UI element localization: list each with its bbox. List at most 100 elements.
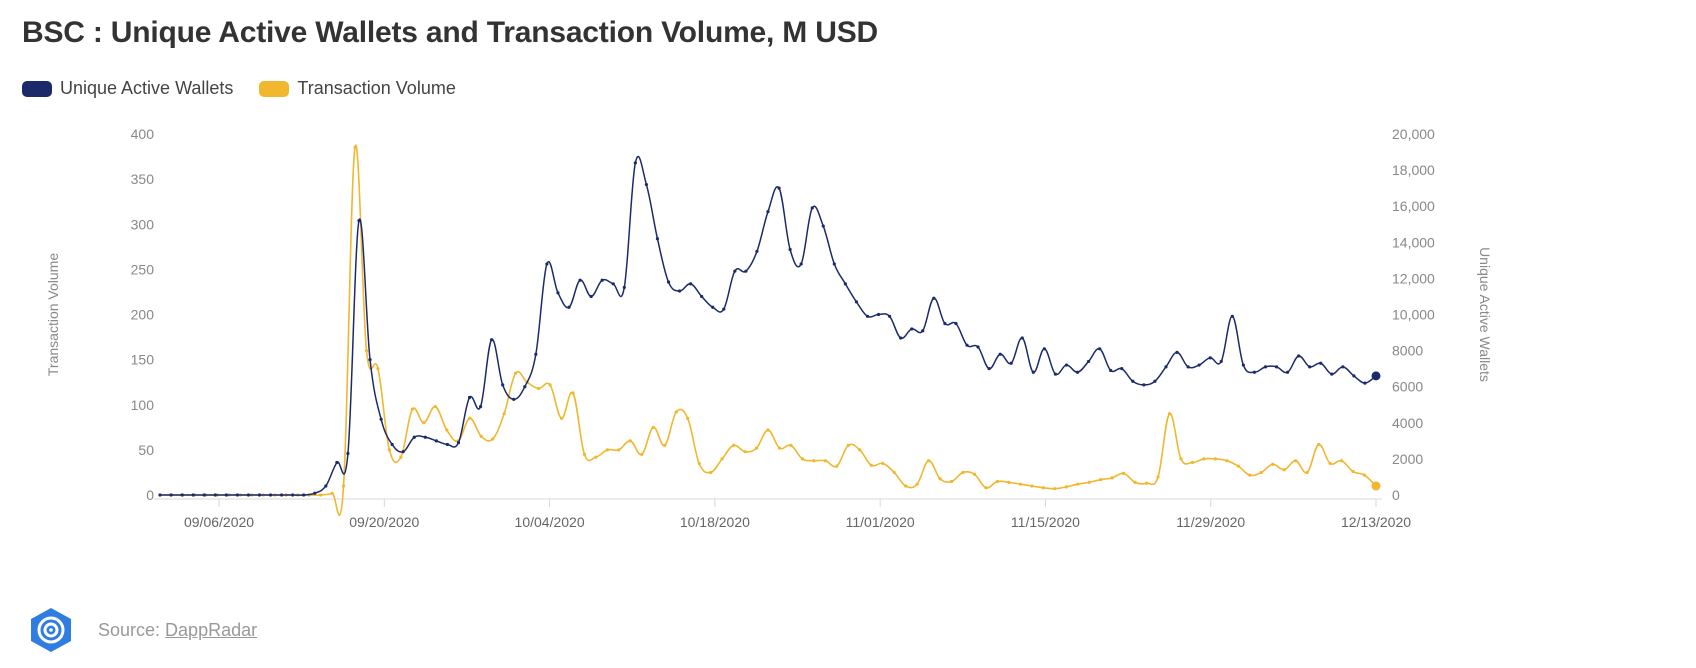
volume-point (1282, 468, 1286, 472)
wallets-point (888, 314, 892, 318)
y-left-tick-label: 50 (138, 442, 154, 458)
wallets-point (335, 460, 339, 465)
volume-point (1190, 460, 1195, 465)
volume-point (387, 448, 392, 452)
wallets-point (224, 493, 228, 497)
volume-point (1030, 484, 1034, 488)
wallets-point (677, 289, 682, 293)
volume-point (410, 407, 414, 411)
y-right-axis-title: Unique Active Wallets (1477, 247, 1493, 382)
volume-point (846, 443, 850, 447)
volume-point (858, 448, 862, 452)
volume-point (1167, 412, 1172, 416)
wallets-point (600, 278, 604, 282)
legend-label-volume: Transaction Volume (297, 78, 456, 98)
y-right-tick-label: 12,000 (1392, 270, 1435, 286)
volume-point (640, 452, 644, 456)
wallets-point (1042, 347, 1046, 351)
volume-point (984, 486, 988, 490)
volume-point (594, 455, 598, 459)
wallets-line (160, 155, 1377, 496)
y-left-axis-title: Transaction Volume (45, 253, 61, 376)
wallets-point (810, 206, 814, 210)
volume-point (777, 446, 782, 450)
source-link[interactable]: DappRadar (165, 619, 258, 640)
wallets-point (434, 439, 438, 443)
wallets-point (1098, 347, 1102, 351)
wallets-point (1341, 365, 1345, 369)
volume-point (1110, 476, 1114, 480)
legend-item-volume[interactable]: Transaction Volume (259, 78, 456, 99)
volume-point (571, 391, 575, 395)
volume-point (869, 463, 873, 467)
wallets-point (1064, 363, 1069, 367)
volume-point (972, 472, 977, 476)
volume-point (731, 443, 736, 447)
volume-point (927, 459, 931, 463)
legend-label-wallets: Unique Active Wallets (60, 78, 234, 98)
wallets-point (368, 358, 372, 362)
x-tick-label: 10/04/2020 (515, 514, 585, 530)
volume-point (1339, 459, 1344, 463)
wallets-point (213, 493, 217, 497)
y-right-tick-label: 14,000 (1392, 234, 1435, 250)
y-right-tick-label: 0 (1392, 487, 1400, 503)
volume-line (160, 144, 1377, 516)
wallets-point (169, 493, 173, 497)
wallets-point (1109, 368, 1113, 373)
volume-point (445, 428, 449, 432)
volume-point (514, 371, 518, 375)
wallets-point (379, 417, 383, 421)
wallets-point (1175, 350, 1179, 355)
y-right-tick-label: 4000 (1392, 415, 1423, 431)
source-text: Source: DappRadar (98, 620, 257, 641)
wallets-point (832, 262, 836, 266)
source-prefix: Source: (98, 619, 166, 640)
x-tick-label: 12/13/2020 (1341, 514, 1411, 530)
volume-point (628, 439, 632, 443)
wallets-point (987, 367, 991, 371)
volume-point (582, 452, 587, 456)
wallets-point (1164, 365, 1168, 369)
wallets-point (180, 493, 184, 497)
wallets-point (899, 336, 903, 340)
axes: 0501001502002503003504000200040006000800… (45, 126, 1493, 530)
wallets-point (766, 210, 770, 214)
wallets-point (1241, 363, 1245, 367)
chart-title: BSC : Unique Active Wallets and Transact… (22, 16, 878, 49)
volume-point (1133, 480, 1137, 484)
x-tick-label: 10/18/2020 (680, 514, 750, 530)
volume-point (1362, 473, 1367, 477)
volume-point (1144, 481, 1149, 485)
legend-item-wallets[interactable]: Unique Active Wallets (22, 78, 233, 99)
y-right-tick-label: 8000 (1392, 343, 1423, 359)
wallets-point (291, 493, 295, 497)
dappradar-logo-icon (31, 608, 71, 652)
volume-point (330, 491, 334, 495)
y-left-tick-label: 300 (131, 216, 155, 232)
volume-point (1053, 487, 1057, 491)
volume-series (158, 144, 1381, 516)
volume-point (1076, 482, 1080, 486)
volume-point (319, 493, 323, 497)
volume-point (536, 386, 541, 391)
wallets-point (1363, 381, 1367, 385)
wallets-point (1075, 370, 1080, 374)
y-left-tick-label: 0 (146, 487, 154, 503)
volume-point (1236, 464, 1240, 468)
volume-point (812, 459, 816, 463)
volume-point (1317, 442, 1321, 447)
wallets-point (523, 385, 527, 389)
wallets-point (589, 294, 593, 299)
volume-point (651, 425, 655, 429)
volume-point (881, 461, 885, 466)
wallets-point (921, 329, 925, 333)
wallets-point (733, 269, 737, 273)
wallets-point (1053, 372, 1058, 376)
wallets-point (235, 493, 239, 497)
wallets-point (1131, 379, 1135, 383)
volume-point (743, 450, 747, 454)
wallets-point (633, 161, 637, 165)
wallets-point (1285, 370, 1290, 374)
wallets-point (268, 493, 273, 497)
